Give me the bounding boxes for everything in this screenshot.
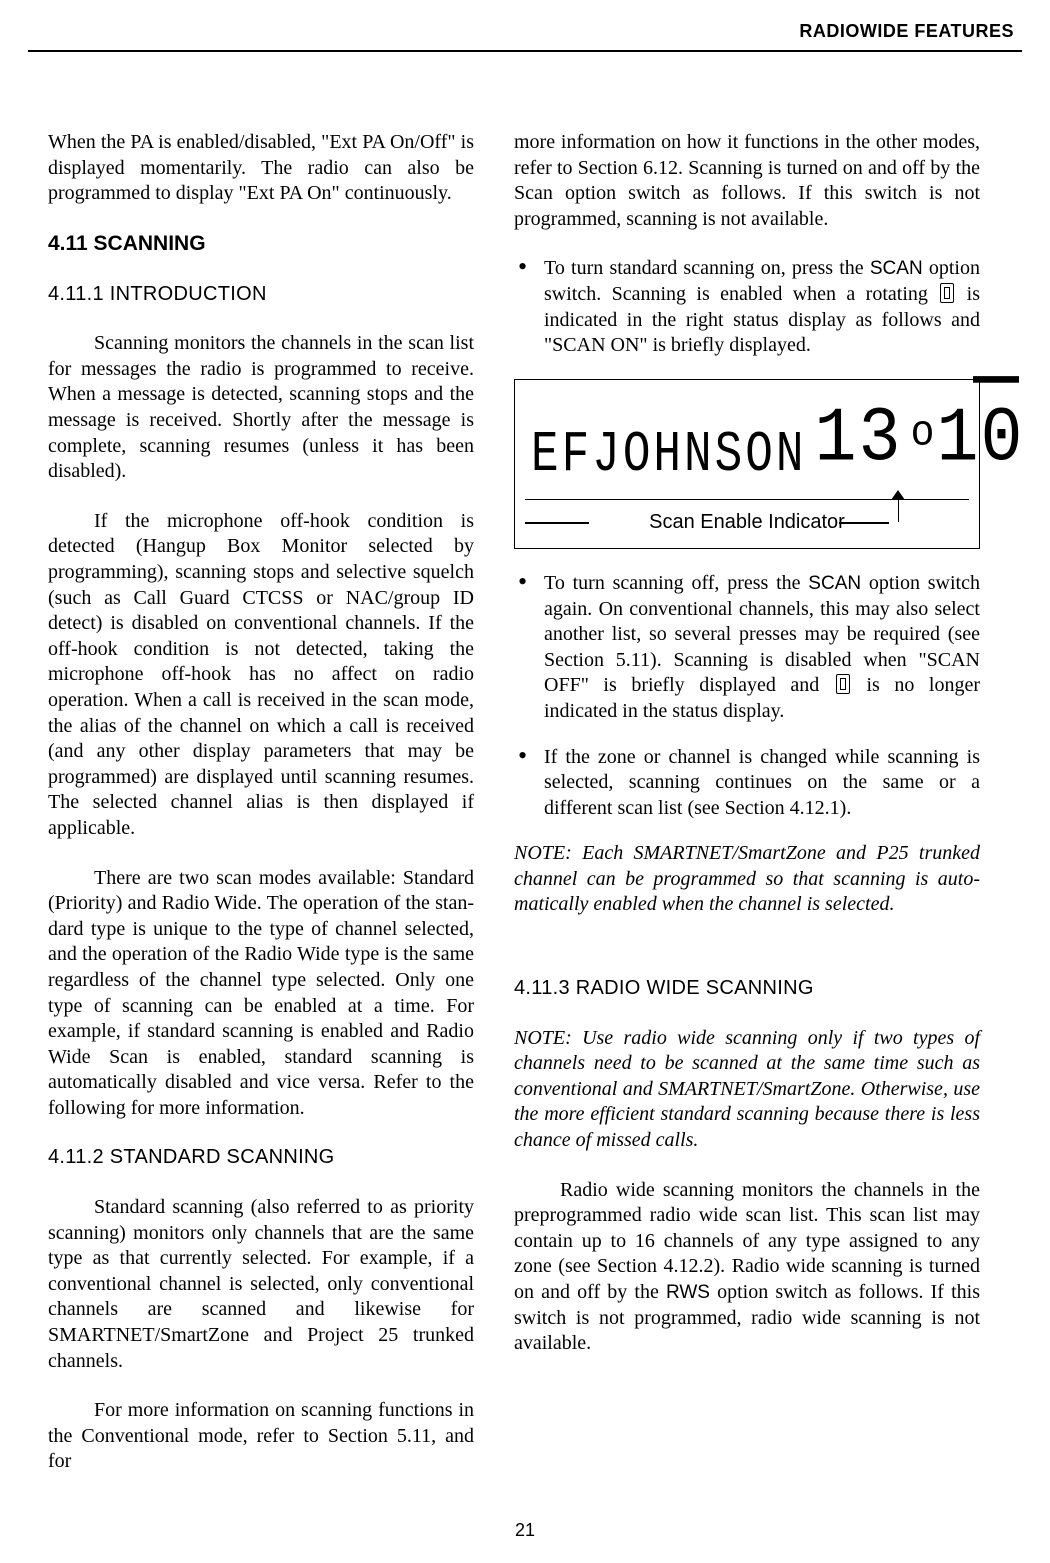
section-heading: 4.11 SCANNING xyxy=(48,231,474,258)
text-run: To turn standard scanning on, press the xyxy=(544,257,870,279)
paragraph: For more information on scanning functio… xyxy=(48,1398,474,1475)
lcd-number: o10 xyxy=(910,391,1024,490)
paragraph: Radio wide scanning monitors the channel… xyxy=(514,1178,980,1357)
note-paragraph: NOTE: Each SMARTNET/SmartZone and P25 tr… xyxy=(514,841,980,918)
paragraph: When the PA is enabled/disabled, "Ext PA… xyxy=(48,130,474,207)
lcd-readout: EFJOHNSON 13 o10 xyxy=(525,388,969,501)
caption-text: Scan Enable Indicator xyxy=(649,511,845,533)
leader-line xyxy=(525,522,589,523)
page-number: 21 xyxy=(0,1521,1050,1539)
scan-label: SCAN xyxy=(870,258,923,279)
paragraph: Scanning monitors the channels in the sc… xyxy=(48,331,474,485)
lcd-display-figure: EFJOHNSON 13 o10 Scan Enable Indicator xyxy=(514,379,980,549)
running-head: RADIOWIDE FEATURES xyxy=(799,22,1014,40)
paragraph: Standard scanning (also referred to as p… xyxy=(48,1195,474,1374)
bullet-list: To turn scanning off, press the SCAN opt… xyxy=(514,571,980,821)
paragraph: If the microphone off-hook condition is … xyxy=(48,509,474,842)
lcd-small-o: o xyxy=(910,409,936,459)
page: RADIOWIDE FEATURES When the PA is enable… xyxy=(0,0,1050,1563)
arrow-line xyxy=(839,522,889,523)
subsection-heading: 4.11.2 STANDARD SCANNING xyxy=(48,1145,474,1171)
scan-label: SCAN xyxy=(808,573,861,594)
scan-glyph-icon xyxy=(940,283,954,303)
lcd-caption: Scan Enable Indicator xyxy=(525,500,969,540)
lcd-digits: 13 xyxy=(814,397,902,484)
list-item: To turn standard scanning on, press the … xyxy=(514,256,980,358)
list-item: To turn scanning off, press the SCAN opt… xyxy=(514,571,980,725)
paragraph: more information on how it functions in … xyxy=(514,130,980,232)
lcd-digits: 10 xyxy=(936,397,1024,484)
rws-label: RWS xyxy=(666,1282,710,1303)
header-rule xyxy=(28,50,1022,52)
lcd-text: EFJOHNSON xyxy=(531,419,806,493)
two-column-body: When the PA is enabled/disabled, "Ext PA… xyxy=(48,0,980,1475)
left-column: When the PA is enabled/disabled, "Ext PA… xyxy=(48,130,474,1475)
lcd-bar-icon xyxy=(973,376,1019,383)
arrow-head-icon xyxy=(891,490,905,500)
list-item: If the zone or channel is changed while … xyxy=(514,745,980,822)
text-run: To turn scanning off, press the xyxy=(544,572,808,594)
lcd-number: 13 xyxy=(814,391,902,490)
bullet-list: To turn standard scanning on, press the … xyxy=(514,256,980,358)
subsection-heading: 4.11.3 RADIO WIDE SCANNING xyxy=(514,976,980,1002)
right-column: more information on how it functions in … xyxy=(514,130,980,1475)
subsection-heading: 4.11.1 INTRODUCTION xyxy=(48,282,474,308)
paragraph: There are two scan modes available: Stan… xyxy=(48,866,474,1122)
note-paragraph: NOTE: Use radio wide scanning only if tw… xyxy=(514,1026,980,1154)
scan-glyph-icon xyxy=(836,674,850,694)
